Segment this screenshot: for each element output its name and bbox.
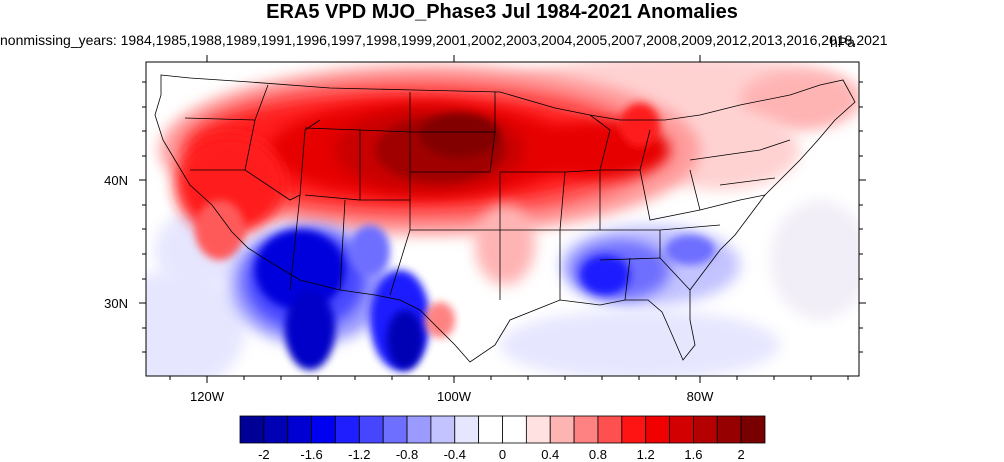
colorbar-swatch — [549, 415, 575, 444]
colorbar-label: 1.2 — [637, 447, 655, 462]
colorbar-swatch — [525, 415, 551, 444]
map-subtitle: nonmissing_years: 1984,1985,1988,1989,19… — [0, 32, 888, 48]
colorbar-swatch — [597, 415, 623, 444]
axis-ticks — [139, 55, 866, 383]
colorbar-swatch — [645, 415, 670, 444]
colorbar-label: 1.6 — [684, 447, 702, 462]
lon-tick-label: 80W — [687, 389, 714, 404]
colorbar-swatch — [669, 415, 694, 444]
colorbar-swatch — [311, 415, 336, 444]
lon-tick-label: 100W — [437, 389, 472, 404]
colorbar-labels: -2 -1.6 -1.2 -0.8 -0.4 0 0.4 0.8 1.2 1.6 2 — [258, 447, 745, 462]
lon-tick-label: 120W — [190, 389, 225, 404]
colorbar-label: -2 — [258, 447, 270, 462]
colorbar — [239, 415, 766, 444]
colorbar-swatch — [573, 415, 599, 444]
map-title: ERA5 VPD MJO_Phase3 Jul 1984-2021 Anomal… — [266, 1, 738, 23]
lat-tick-label: 30N — [104, 296, 128, 311]
colorbar-swatch — [454, 415, 480, 444]
colorbar-label: -0.8 — [396, 447, 418, 462]
colorbar-label: -0.4 — [444, 447, 466, 462]
colorbar-label: -1.6 — [300, 447, 322, 462]
colorbar-swatch — [382, 415, 408, 444]
colorbar-label: 0.8 — [589, 447, 607, 462]
colorbar-swatch — [621, 415, 647, 444]
colorbar-label: 0 — [499, 447, 506, 462]
colorbar-swatch — [287, 415, 312, 444]
colorbar-swatch — [478, 415, 503, 444]
colorbar-swatch — [358, 415, 384, 444]
plot-border — [145, 61, 860, 377]
colorbar-label: -1.2 — [348, 447, 370, 462]
colorbar-swatch — [406, 415, 432, 444]
anomaly-field — [146, 62, 859, 376]
colorbar-swatch — [263, 415, 289, 444]
colorbar-swatch — [335, 415, 360, 444]
colorbar-swatch — [502, 415, 527, 444]
colorbar-swatch — [693, 415, 718, 444]
colorbar-swatch — [740, 415, 766, 444]
colorbar-label: 2 — [738, 447, 745, 462]
colorbar-label: 0.4 — [541, 447, 559, 462]
lat-tick-label: 40N — [104, 173, 128, 188]
geographic-boundaries — [154, 74, 856, 363]
colorbar-swatch — [430, 415, 456, 444]
colorbar-swatch — [239, 415, 265, 444]
colorbar-swatch — [716, 415, 742, 444]
units-label: hPa — [830, 34, 855, 50]
